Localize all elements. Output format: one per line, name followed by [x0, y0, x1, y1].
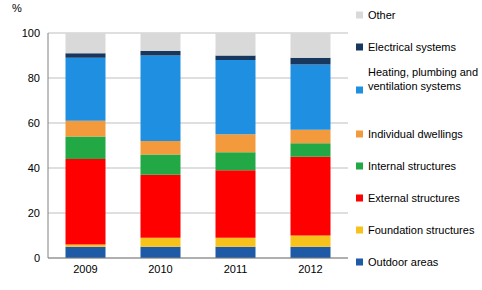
y-axis-label: %: [12, 2, 22, 14]
bar: [291, 143, 331, 157]
legend-line: Electrical systems: [368, 41, 457, 53]
legend-label: Internal structures: [368, 160, 457, 172]
bar: [216, 170, 256, 238]
bar: [291, 247, 331, 258]
x-tick-label: 2011: [224, 263, 248, 275]
bar: [216, 238, 256, 247]
bar: [66, 121, 106, 137]
x-tick-label: 2009: [73, 263, 97, 275]
bar: [291, 157, 331, 236]
bar: [66, 53, 106, 58]
grid-line: [48, 258, 348, 259]
bar: [216, 247, 256, 258]
bar: [291, 65, 331, 130]
chart: 0 20 40 60 80 100% 2009 2010 2011 2012 Other Electr…: [0, 0, 482, 290]
y-tick-label: 40: [28, 162, 40, 174]
bar: [216, 33, 256, 56]
bar: [291, 236, 331, 247]
legend-swatch: [356, 12, 363, 19]
bar: [141, 247, 181, 258]
legend-swatch: [356, 259, 363, 266]
legend-swatch: [356, 195, 363, 202]
bar: [66, 58, 106, 121]
bar: [66, 137, 106, 160]
legend-swatch: [356, 44, 363, 51]
y-tick-label: 100: [22, 27, 40, 39]
legend-line: Internal structures: [368, 160, 457, 172]
bar: [141, 33, 181, 51]
legend-line: External structures: [368, 192, 460, 204]
legend-swatch: [356, 87, 363, 94]
bar: [216, 134, 256, 152]
bar: [291, 33, 331, 58]
bar: [66, 247, 106, 258]
y-axis: [48, 33, 49, 258]
legend-line: Other: [368, 9, 396, 21]
bar: [141, 141, 181, 155]
bar: [291, 58, 331, 65]
bar: [66, 33, 106, 53]
legend-line: Heating, plumbing and: [368, 66, 478, 78]
bar: [66, 245, 106, 247]
legend-line: ventilation systems: [368, 80, 461, 92]
bar: [141, 175, 181, 238]
y-tick-label: 60: [28, 117, 40, 129]
legend-label: External structures: [368, 192, 460, 204]
x-axis: [48, 258, 348, 259]
y-tick-label: 0: [34, 252, 40, 264]
y-tick-label: 80: [28, 72, 40, 84]
legend-swatch: [356, 227, 363, 234]
legend-line: Outdoor areas: [368, 256, 439, 268]
bar: [141, 238, 181, 247]
legend-line: Foundation structures: [368, 224, 475, 236]
bar: [141, 51, 181, 56]
legend-line: Individual dwellings: [368, 128, 463, 140]
bars: [66, 33, 331, 258]
legend-swatch: [356, 131, 363, 138]
legend-label: Other: [368, 9, 396, 21]
legend-label: Electrical systems: [368, 41, 457, 53]
legend-label: Foundation structures: [368, 224, 475, 236]
bar: [216, 60, 256, 134]
x-tick-label: 2010: [148, 263, 172, 275]
legend-label: Heating, plumbing and ventilation systems: [368, 66, 478, 92]
bar: [216, 56, 256, 61]
legend-label: Outdoor areas: [368, 256, 439, 268]
bar: [141, 56, 181, 142]
y-tick-label: 20: [28, 207, 40, 219]
legend-swatch: [356, 163, 363, 170]
x-tick-label: 2012: [298, 263, 322, 275]
legend-label: Individual dwellings: [368, 128, 463, 140]
bar: [141, 155, 181, 175]
bar: [66, 159, 106, 245]
bar: [291, 130, 331, 144]
bar: [216, 152, 256, 170]
